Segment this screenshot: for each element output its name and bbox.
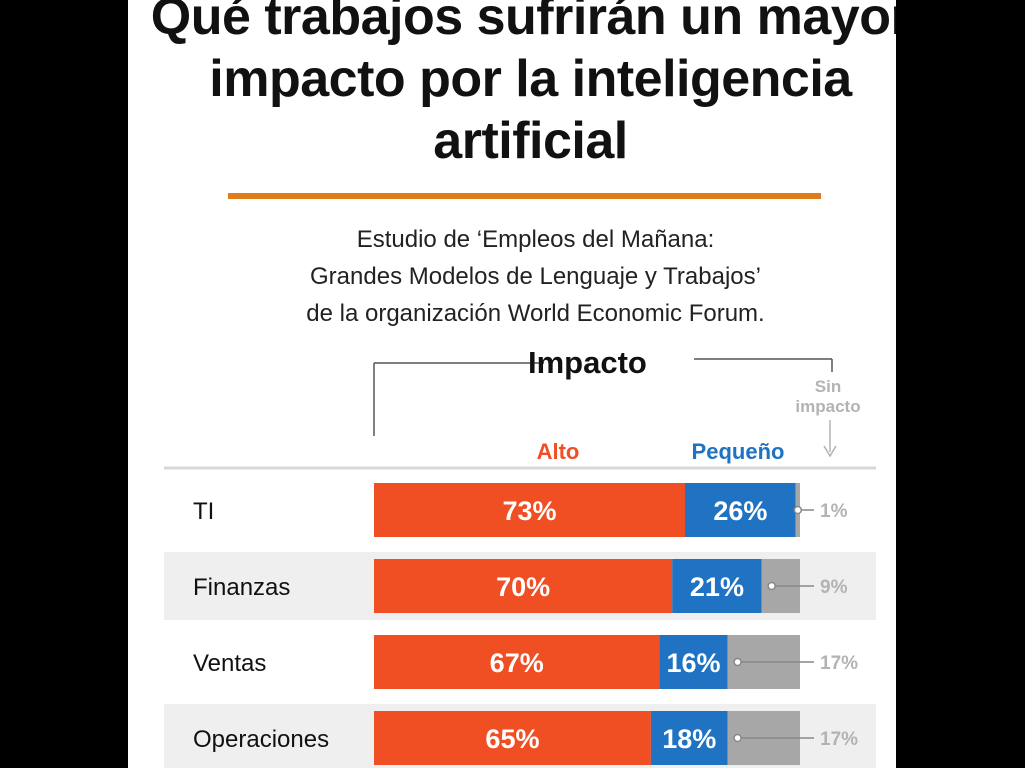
subtitle-line-1: Estudio de ‘Empleos del Mañana: [356,226,715,253]
bar-high [374,559,673,613]
pct-high-label: 73% [502,496,556,526]
pct-high-label: 67% [490,648,544,678]
pct-small-label: 21% [690,572,744,602]
subtitle: Estudio de ‘Empleos del Mañana: Grandes … [218,221,853,332]
title-underline [228,193,821,199]
leader-dot [733,657,742,667]
pct-high-label: 65% [485,724,539,754]
leader-dot [733,733,742,743]
page-title: Qué trabajos sufrirán un mayor impacto p… [150,0,896,170]
legend-brackets [373,358,837,458]
legend-small: Pequeño [691,439,785,464]
row-label-finanzas: Finanzas [193,574,290,601]
leader-dot [793,505,803,515]
legend-no-impact-line-1: Sin [814,377,842,396]
subtitle-line-2: Grandes Modelos de Lenguaje y Trabajos’ [310,263,761,290]
legend-no-impact-line-2: impacto [795,397,861,416]
pct-none-label: 9% [820,577,848,598]
bar-small [684,483,796,537]
bar-high [374,483,685,537]
bar-small [650,711,728,765]
bar-high [374,711,651,765]
row-label-operaciones: Operaciones [193,726,329,753]
bar-small [672,559,762,613]
pct-small-label: 16% [666,648,720,678]
subtitle-line-3: de la organización World Economic Forum. [306,300,765,327]
pct-small-label: 18% [662,724,716,754]
row-label-ti: TI [193,498,214,525]
row-label-ventas: Ventas [193,650,266,677]
leader-dot [767,581,776,591]
pct-small-label: 26% [713,496,767,526]
legend-no-impact: Sin impacto [758,377,896,417]
legend-high: Alto [536,439,580,464]
pct-high-label: 70% [496,572,550,602]
bar-high [374,635,660,689]
pct-none-label: 1% [820,501,848,522]
pct-none-label: 17% [820,653,858,674]
impact-header: Impacto [528,345,647,380]
pct-none-label: 17% [820,729,858,750]
stacked-bar-chart: TI 73% 26% 1% Finanzas 70% 21% 9% Ventas 67% 16% 17… [164,358,876,768]
bar-small [659,635,728,689]
infographic-panel: Qué trabajos sufrirán un mayor impacto p… [128,0,896,768]
